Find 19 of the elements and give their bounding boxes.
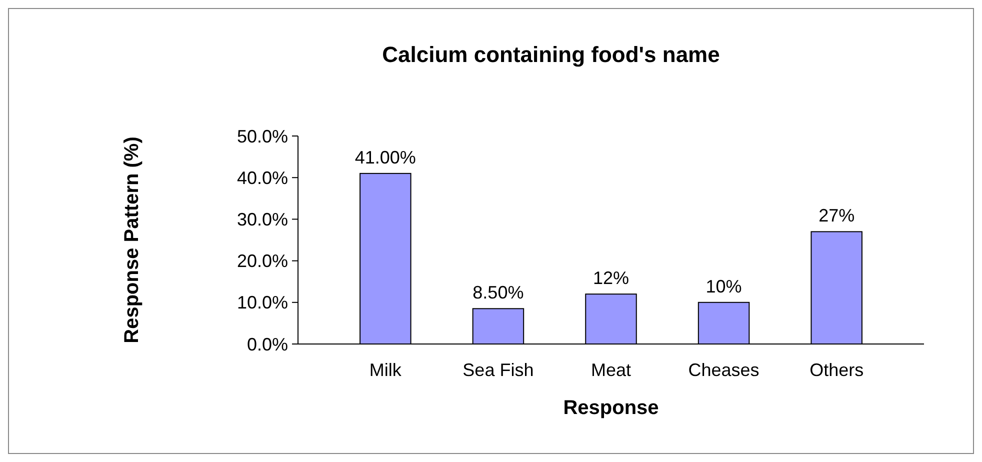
x-tick-label: Others — [810, 360, 864, 380]
y-tick-label: 30.0% — [236, 210, 288, 230]
x-axis-title: Response — [563, 397, 659, 419]
data-label: 41.00% — [354, 147, 416, 168]
y-tick-label: 40.0% — [236, 168, 288, 188]
x-tick-label: Cheases — [688, 360, 760, 380]
y-tick-label: 50.0% — [236, 126, 288, 146]
y-tick-label: 0.0% — [246, 334, 288, 354]
x-tick-label: Meat — [590, 360, 632, 380]
x-tick-label: Milk — [369, 360, 402, 380]
data-label: 27% — [818, 206, 855, 226]
data-label: 12% — [592, 268, 630, 288]
y-axis-title: Response Pattern (%) — [121, 136, 143, 344]
y-tick-label: 20.0% — [236, 251, 288, 272]
y-tick-label: 10.0% — [236, 292, 288, 313]
chart-title: Calcium containing food's name — [382, 42, 720, 67]
data-label: 8.50% — [472, 282, 524, 303]
x-tick-label: Sea Fish — [462, 360, 534, 380]
data-label: 10% — [706, 276, 742, 296]
